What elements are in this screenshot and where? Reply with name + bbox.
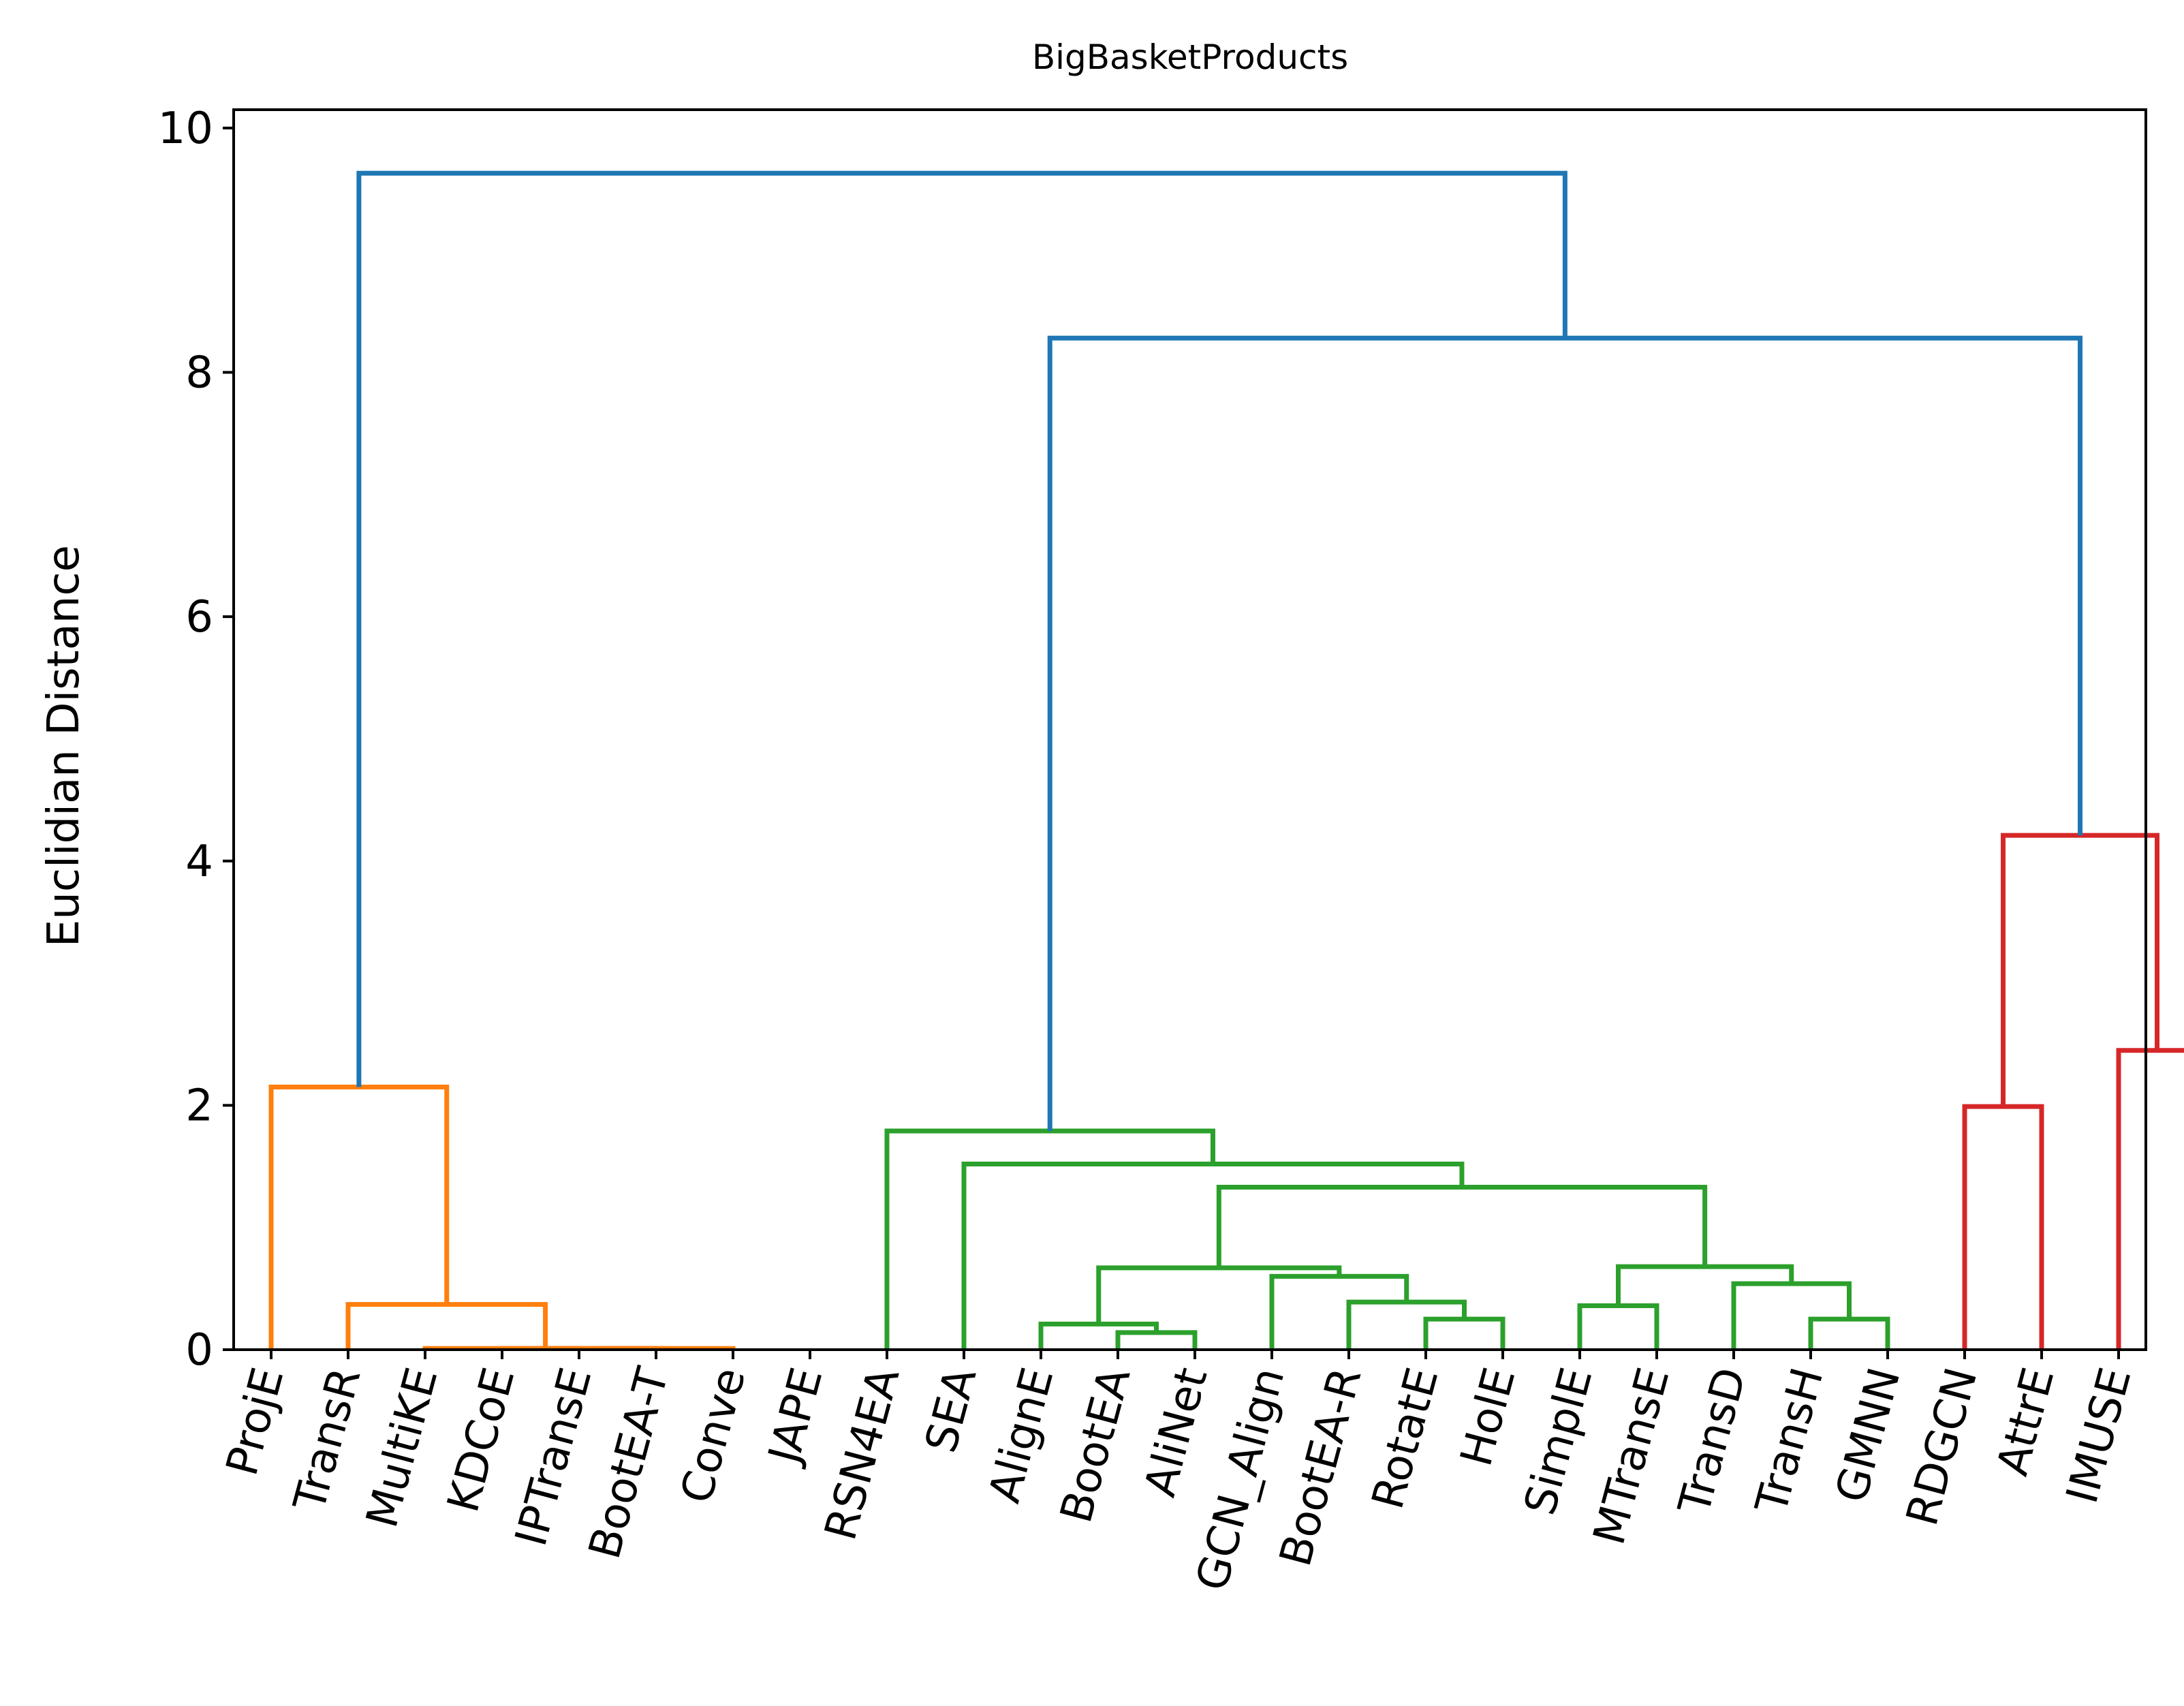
leaf-label: TransR bbox=[284, 1363, 371, 1517]
leaf-label: GMNN bbox=[1826, 1363, 1910, 1508]
link-m16 bbox=[1616, 1264, 1794, 1306]
leaf-label: SEA bbox=[916, 1363, 987, 1458]
link-m7 bbox=[1115, 1330, 1198, 1350]
plot-frame bbox=[232, 108, 2147, 1351]
leaf-label: HolE bbox=[1451, 1363, 1525, 1472]
leaf-label: KDCoE bbox=[438, 1363, 525, 1517]
leaf-label: IMUSE bbox=[2057, 1363, 2142, 1508]
link-m23 bbox=[1047, 335, 2082, 1132]
y-tick-label: 2 bbox=[185, 1081, 213, 1131]
leaf-label: Conve bbox=[672, 1363, 756, 1508]
leaf-label: AliNet bbox=[1135, 1363, 1217, 1502]
link-m6 bbox=[268, 1084, 450, 1350]
leaf-label: AttrE bbox=[1988, 1363, 2065, 1480]
y-tick-label: 4 bbox=[185, 837, 213, 887]
chart-title: BigBasketProducts bbox=[1032, 37, 1348, 77]
link-m18 bbox=[961, 1161, 1465, 1350]
leaf-label: RSN4EA bbox=[815, 1363, 909, 1545]
y-tick-label: 10 bbox=[158, 104, 213, 154]
link-m9 bbox=[1423, 1316, 1506, 1350]
leaf-label: JAPE bbox=[759, 1363, 833, 1471]
leaf-labels: ProjETransRMultiKEKDCoEIPTransEBootEA-TC… bbox=[217, 1350, 2142, 1596]
link-m11 bbox=[1269, 1273, 1409, 1350]
link-m17 bbox=[1216, 1185, 1708, 1268]
leaf-label: ProjE bbox=[217, 1363, 294, 1480]
link-m20 bbox=[1962, 1104, 2044, 1350]
y-tick-label: 8 bbox=[185, 348, 213, 399]
link-m13 bbox=[1577, 1303, 1659, 1350]
link-m24 bbox=[356, 170, 1567, 1087]
leaf-label: MultiKE bbox=[357, 1363, 448, 1533]
leaf-label: TransD bbox=[1669, 1363, 1756, 1520]
leaf-label: SimplE bbox=[1515, 1363, 1602, 1520]
y-axis-label: Euclidian Distance bbox=[39, 545, 89, 947]
link-m15 bbox=[1731, 1281, 1852, 1350]
link-m5 bbox=[345, 1302, 548, 1350]
link-m8 bbox=[1038, 1321, 1159, 1350]
y-tick-label: 0 bbox=[185, 1325, 213, 1376]
link-m14 bbox=[1808, 1316, 1890, 1350]
y-tick-label: 6 bbox=[185, 592, 213, 642]
leaf-label: BootEA bbox=[1051, 1363, 1140, 1528]
link-m10 bbox=[1346, 1299, 1467, 1350]
leaf-label: TransH bbox=[1746, 1363, 1833, 1519]
link-m21 bbox=[2116, 1048, 2184, 1350]
link-m22 bbox=[2001, 833, 2159, 1107]
leaf-label: RotatE bbox=[1362, 1363, 1448, 1515]
leaf-label: AlignE bbox=[980, 1363, 1063, 1508]
dendrogram-links bbox=[268, 170, 2184, 1351]
y-axis-ticks: 0 2 4 6 8 10 bbox=[158, 104, 234, 1376]
leaf-label: RDGCN bbox=[1897, 1363, 1988, 1531]
